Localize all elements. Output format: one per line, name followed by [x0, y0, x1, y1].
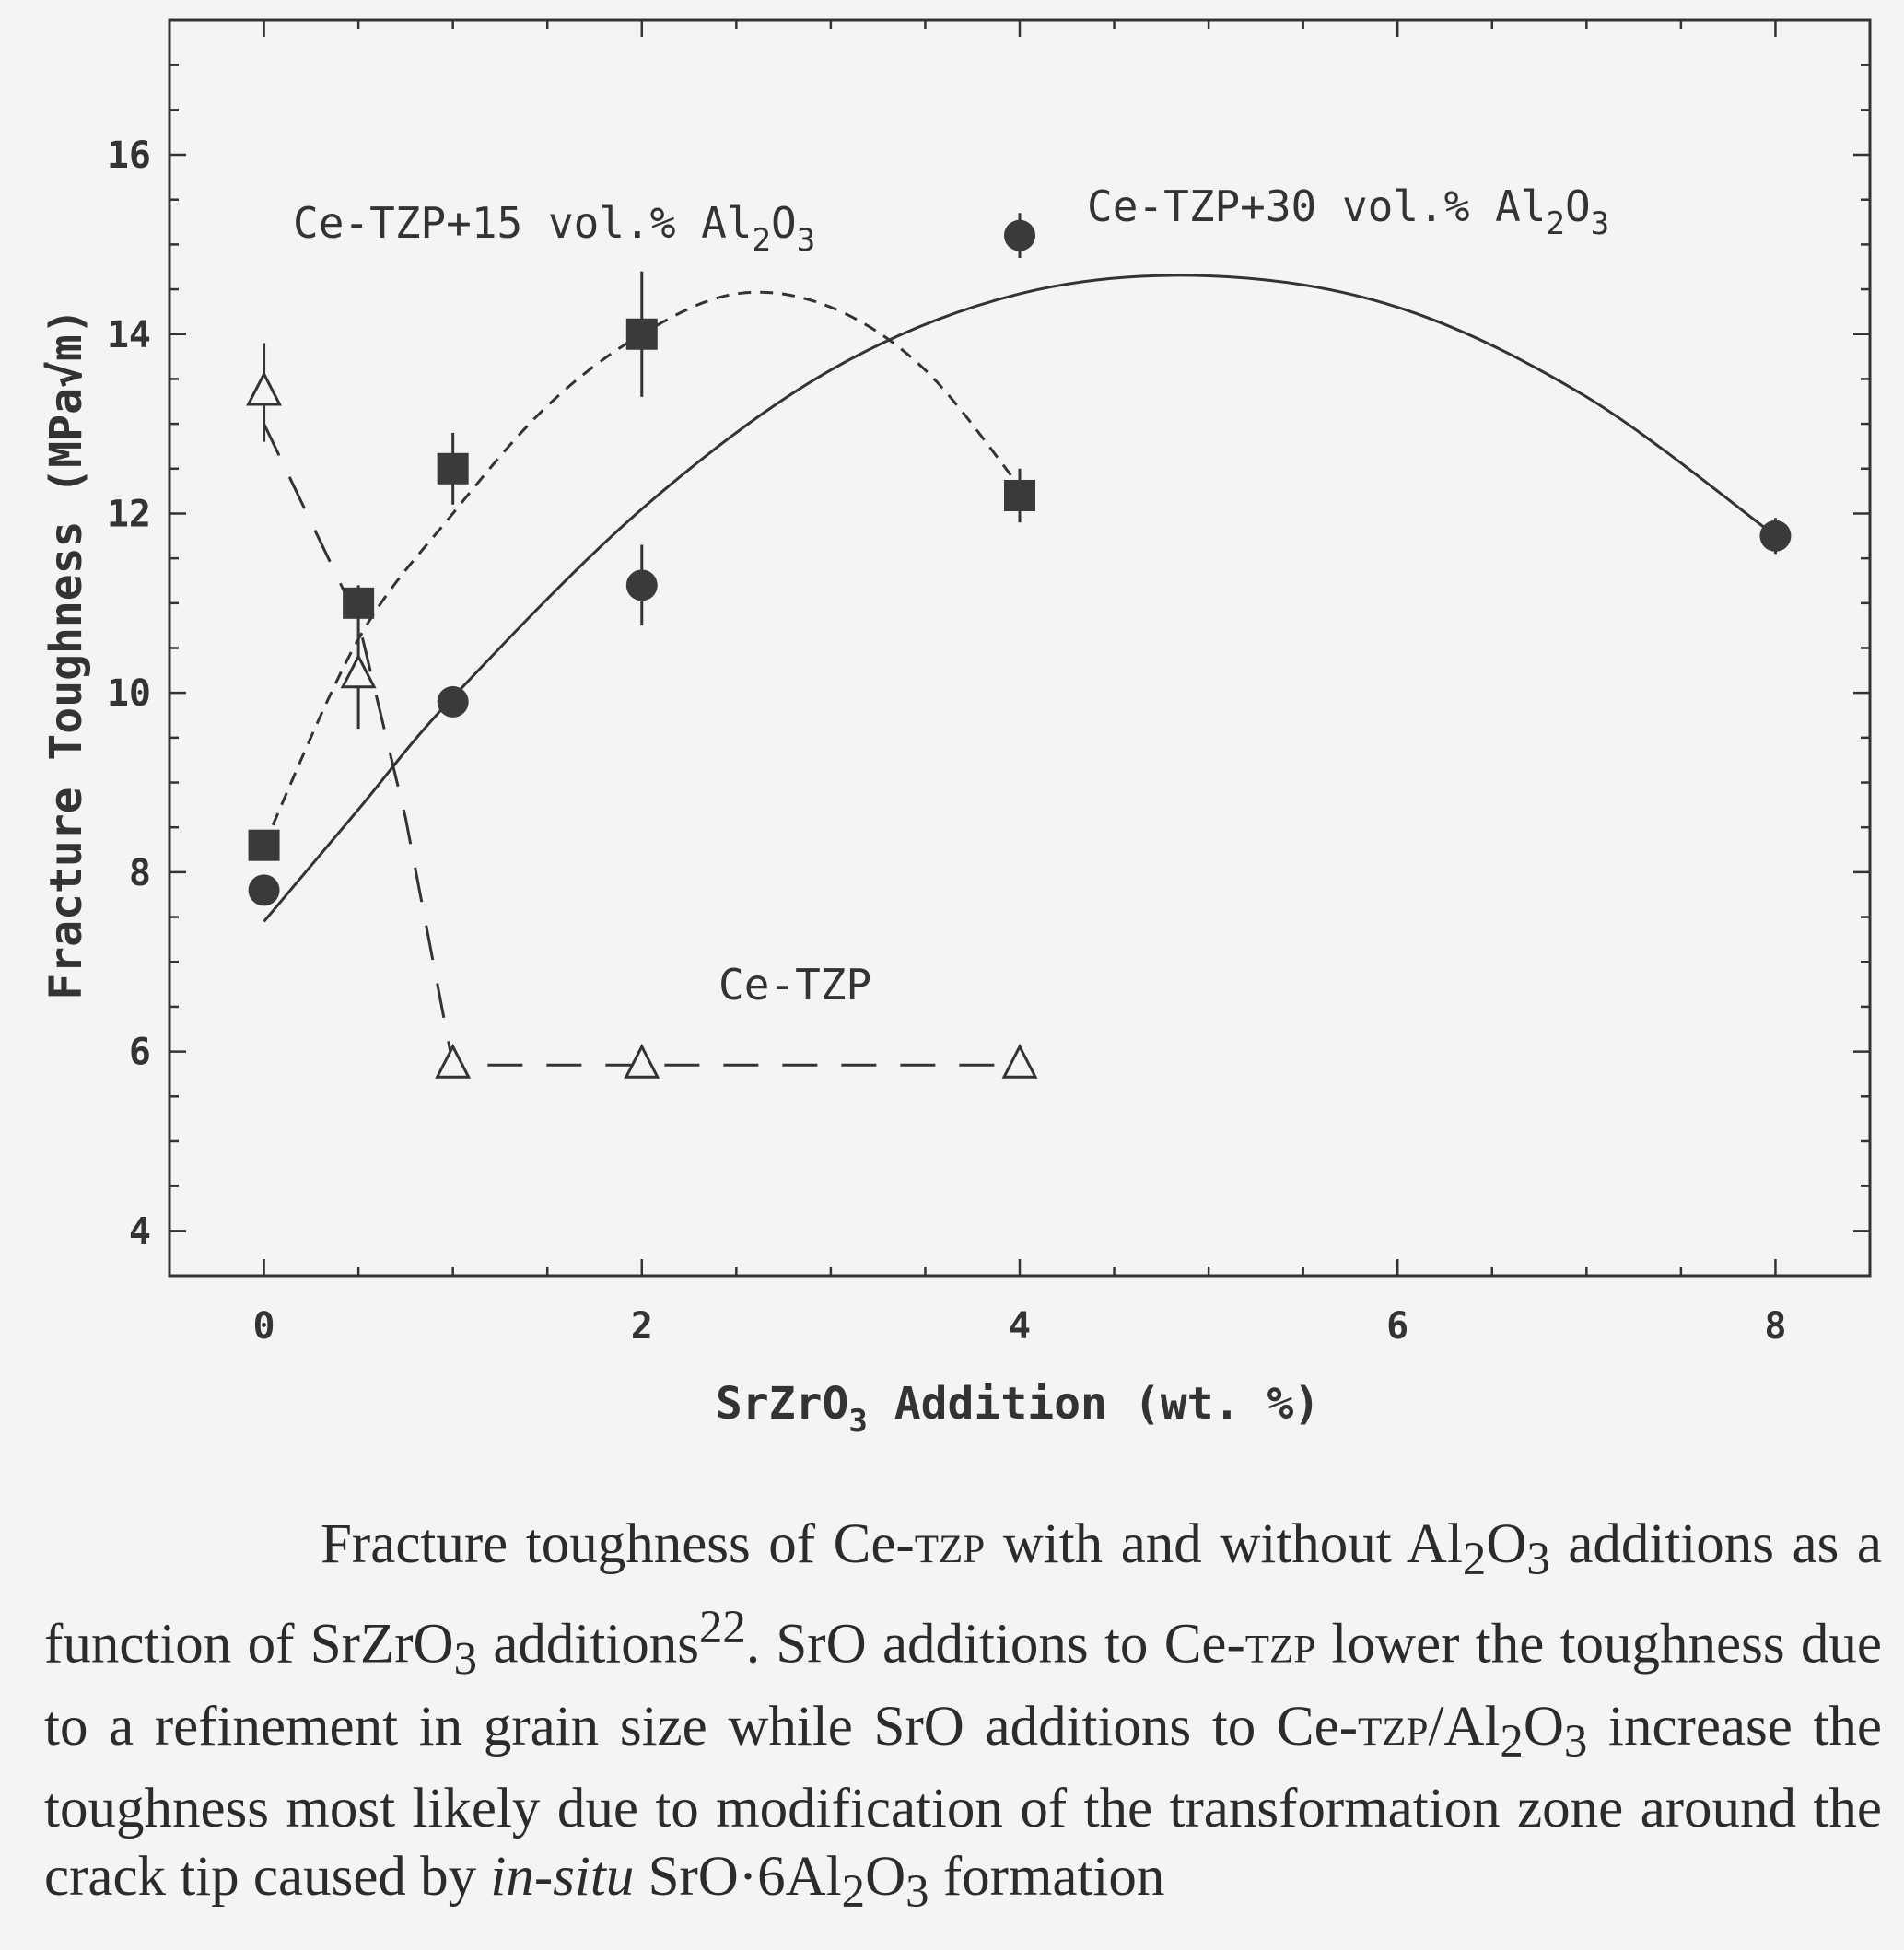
- series-label-ce-tzp: Ce-TZP: [718, 960, 871, 1010]
- data-point-circle: [1759, 520, 1792, 552]
- data-point-triangle: [624, 1043, 660, 1079]
- x-axis-label: SrZrO3 Addition (wt. %): [716, 1378, 1320, 1440]
- data-point-circle: [248, 874, 280, 906]
- data-point-triangle: [246, 370, 283, 406]
- x-tick-label: 6: [1386, 1305, 1408, 1348]
- data-point-square: [343, 587, 375, 619]
- series-label-ce-tzp-15: Ce-TZP+15 vol.% Al2O3: [293, 198, 815, 259]
- fracture-toughness-chart: 0 2 4 6 8 4 6 8 10 12 14 16 SrZrO3 Addition (wt. %…: [41, 18, 1872, 1440]
- x-tick-label: 0: [253, 1305, 275, 1348]
- data-point-square: [248, 829, 280, 861]
- data-point-triangle: [340, 653, 377, 689]
- figure-caption: Fracture toughness of Ce-tzp with and wi…: [44, 1513, 1882, 1918]
- x-tick-label: 2: [631, 1305, 653, 1348]
- y-tick-label: 6: [129, 1032, 151, 1074]
- x-tick-label: 4: [1009, 1305, 1031, 1348]
- data-point-triangle: [435, 1043, 472, 1079]
- data-point-circle: [437, 685, 469, 718]
- y-tick-label: 10: [107, 672, 151, 715]
- y-tick-label: 8: [129, 852, 151, 894]
- data-point-square: [1004, 479, 1035, 511]
- series-label-ce-tzp-30: Ce-TZP+30 vol.% Al2O3: [1087, 181, 1609, 242]
- data-point-circle: [625, 569, 658, 601]
- x-tick-label: 8: [1764, 1305, 1786, 1348]
- fit-curve-series-2: [263, 423, 1020, 1067]
- y-tick-label: 12: [107, 493, 151, 535]
- fit-curve-series-1: [263, 274, 1777, 923]
- y-tick-label: 4: [129, 1210, 151, 1253]
- data-point-square: [437, 452, 469, 485]
- data-point-square: [625, 318, 658, 350]
- data-point-triangle: [1001, 1043, 1038, 1079]
- y-tick-label: 14: [107, 314, 151, 356]
- y-tick-label: 16: [107, 134, 151, 177]
- data-point-circle: [1004, 219, 1035, 251]
- y-axis-label: Fracture Toughness (MPa√m): [41, 308, 92, 999]
